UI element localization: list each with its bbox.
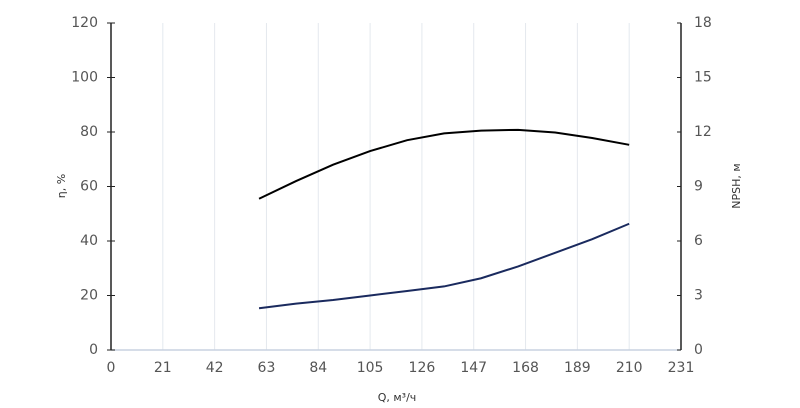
x-tick-label: 189 — [564, 360, 591, 376]
y2-tick-label: 9 — [694, 179, 703, 195]
x-tick-label: 42 — [206, 360, 224, 376]
x-tick-label: 147 — [460, 360, 487, 376]
y2-tick-label: 0 — [694, 342, 703, 358]
series-line — [258, 128, 630, 200]
y-axis-label: η, % — [55, 174, 68, 198]
y2-tick-label: 15 — [694, 70, 712, 86]
series-line — [258, 222, 630, 310]
x-tick-label: 84 — [309, 360, 327, 376]
y2-tick-label: 6 — [694, 233, 703, 249]
y-tick-label: 60 — [80, 179, 98, 195]
x-tick-label: 126 — [409, 360, 436, 376]
x-tick-label: 168 — [512, 360, 539, 376]
y2-axis-label: NPSH, м — [730, 163, 743, 208]
x-tick-label: 231 — [668, 360, 695, 376]
x-tick-label: 210 — [616, 360, 643, 376]
y-tick-label: 0 — [89, 342, 98, 358]
y2-tick-label: 18 — [694, 15, 712, 31]
x-tick-label: 21 — [154, 360, 172, 376]
y2-tick-label: 12 — [694, 124, 712, 140]
y2-tick-label: 3 — [694, 288, 703, 304]
y-tick-label: 40 — [80, 233, 98, 249]
x-axis-label: Q, м³/ч — [378, 391, 417, 404]
y-tick-label: 20 — [80, 288, 98, 304]
x-tick-label: 63 — [258, 360, 276, 376]
y-tick-label: 80 — [80, 124, 98, 140]
y-tick-label: 100 — [71, 70, 98, 86]
x-tick-label: 0 — [107, 360, 116, 376]
x-tick-label: 105 — [357, 360, 384, 376]
y-tick-label: 120 — [71, 15, 98, 31]
